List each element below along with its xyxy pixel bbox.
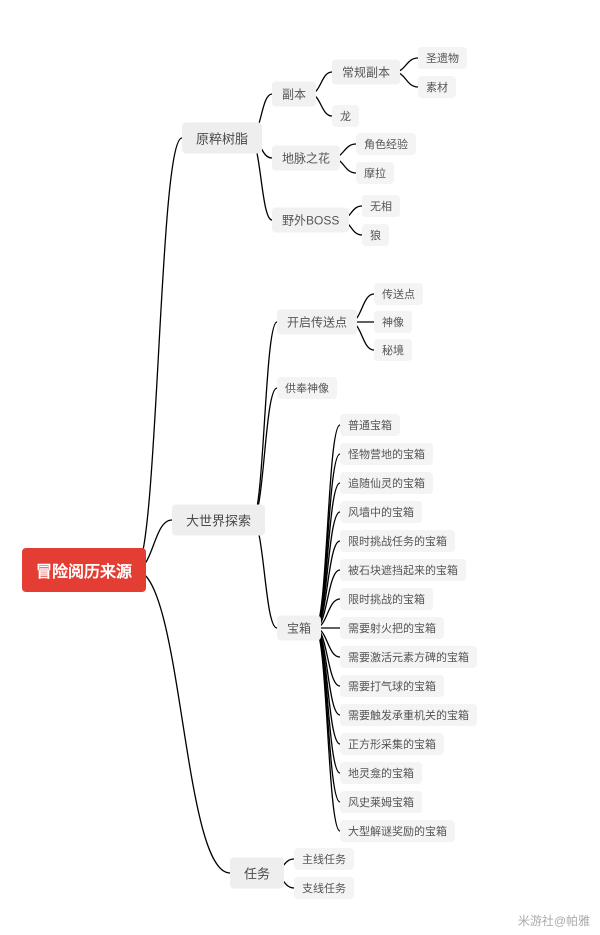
node-被石块遮挡起来的宝箱: 被石块遮挡起来的宝箱 [340,559,466,581]
root-node: 冒险阅历来源 [22,548,146,592]
node-domain: 副本 [272,82,316,107]
node-普通宝箱: 普通宝箱 [340,414,400,436]
node-供奉神像: 供奉神像 [277,377,337,399]
watermark: 米游社@帕雅 [518,912,590,929]
node-boss: 野外BOSS [272,208,349,233]
node-正方形采集的宝箱: 正方形采集的宝箱 [340,733,444,755]
branch-resin: 原粹树脂 [182,123,262,154]
node-地灵龛的宝箱: 地灵龛的宝箱 [340,762,422,784]
node-regular: 常规副本 [332,60,400,85]
node-teleport: 开启传送点 [277,310,357,335]
node-无相: 无相 [362,195,400,217]
node-需要激活元素方碑的宝箱: 需要激活元素方碑的宝箱 [340,646,477,668]
node-leyline: 地脉之花 [272,146,340,171]
branch-world: 大世界探索 [172,505,265,536]
node-摩拉: 摩拉 [356,162,394,184]
node-需要触发承重机关的宝箱: 需要触发承重机关的宝箱 [340,704,477,726]
node-风史莱姆宝箱: 风史莱姆宝箱 [340,791,422,813]
leaf-素材: 素材 [418,76,456,98]
node-限时挑战任务的宝箱: 限时挑战任务的宝箱 [340,530,455,552]
node-风墙中的宝箱: 风墙中的宝箱 [340,501,422,523]
node-需要打气球的宝箱: 需要打气球的宝箱 [340,675,444,697]
node-限时挑战的宝箱: 限时挑战的宝箱 [340,588,433,610]
node-龙: 龙 [332,105,359,127]
node-角色经验: 角色经验 [356,133,416,155]
node-秘境: 秘境 [374,339,412,361]
mindmap-connectors [0,0,600,935]
leaf-圣遗物: 圣遗物 [418,47,467,69]
node-神像: 神像 [374,311,412,333]
node-支线任务: 支线任务 [294,877,354,899]
branch-quest: 任务 [230,858,284,889]
node-chest: 宝箱 [277,616,321,641]
node-怪物营地的宝箱: 怪物营地的宝箱 [340,443,433,465]
node-需要射火把的宝箱: 需要射火把的宝箱 [340,617,444,639]
node-追随仙灵的宝箱: 追随仙灵的宝箱 [340,472,433,494]
node-狼: 狼 [362,224,389,246]
node-大型解谜奖励的宝箱: 大型解谜奖励的宝箱 [340,820,455,842]
node-主线任务: 主线任务 [294,848,354,870]
node-传送点: 传送点 [374,283,423,305]
